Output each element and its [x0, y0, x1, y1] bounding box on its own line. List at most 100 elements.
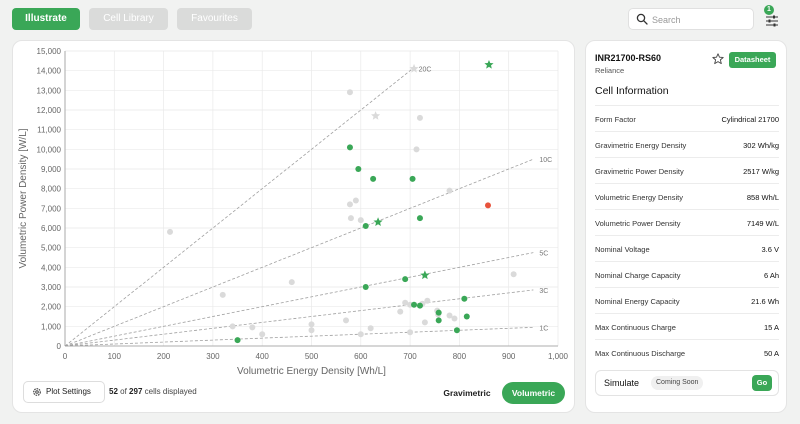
- data-point: [421, 319, 428, 326]
- x-tick-label: 800: [453, 352, 467, 361]
- gear-icon: [33, 388, 41, 396]
- data-point: [229, 323, 236, 330]
- top-bar: Illustrate Cell Library Favourites 1: [0, 0, 800, 38]
- tab-cell-library[interactable]: Cell Library: [89, 8, 168, 30]
- info-row: Gravimetric Energy Density 302 Wh/kg: [595, 131, 779, 157]
- data-point: [463, 313, 470, 320]
- data-point: [362, 223, 369, 230]
- c-rate-line: [64, 68, 413, 347]
- data-point: [346, 201, 353, 208]
- displayed-suffix: cells displayed: [144, 387, 197, 396]
- data-point: [249, 324, 256, 331]
- search-box[interactable]: [628, 8, 754, 30]
- data-point: [219, 291, 226, 298]
- info-row: Form Factor Cylindrical 21700: [595, 105, 779, 131]
- toggle-volumetric[interactable]: Volumetric: [502, 382, 565, 404]
- chart-panel: 0 100 200 300 400 500 600 700 800 900 1,000 0 1,000 2…: [12, 40, 575, 413]
- y-tick-label: 13,000: [37, 86, 62, 95]
- sliders-icon: [766, 15, 778, 27]
- data-point: [362, 284, 369, 290]
- data-point: [355, 166, 362, 172]
- x-tick-label: 1,000: [548, 352, 569, 361]
- c-rate-line: [64, 326, 534, 347]
- y-axis-label: Volumetric Power Density [W/L]: [18, 128, 29, 268]
- data-point: [402, 299, 409, 306]
- cell-info-panel: INR21700-RS60 Reliance Datasheet Cell In…: [585, 40, 787, 413]
- data-point: [259, 331, 266, 338]
- info-row-label: Form Factor: [595, 115, 636, 124]
- info-row-value: 21.6 Wh: [751, 297, 779, 306]
- c-rate-line: [64, 289, 534, 347]
- tab-illustrate[interactable]: Illustrate: [12, 8, 80, 30]
- data-point-star: [371, 111, 381, 120]
- info-row: Volumetric Power Density 7149 W/L: [595, 209, 779, 235]
- x-tick-label: 300: [206, 352, 220, 361]
- data-point: [435, 317, 442, 324]
- data-point: [343, 317, 350, 324]
- y-tick-label: 3,000: [41, 283, 62, 292]
- data-point: [446, 312, 453, 319]
- coming-soon-badge: Coming Soon: [651, 376, 704, 390]
- c-rate-label: 5C: [539, 251, 548, 258]
- data-point: [446, 187, 453, 194]
- scatter-chart[interactable]: 0 100 200 300 400 500 600 700 800 900 1,000 0 1,000 2…: [13, 41, 576, 381]
- data-point: [510, 271, 517, 278]
- cell-information-title: Cell Information: [595, 85, 669, 97]
- info-row-value: 3.6 V: [761, 245, 779, 254]
- data-point: [409, 175, 416, 182]
- info-row-value: 7149 W/L: [746, 219, 779, 228]
- y-tick-label: 11,000: [37, 126, 61, 135]
- y-tick-label: 5,000: [41, 244, 62, 253]
- info-row: Nominal Charge Capacity 6 Ah: [595, 261, 779, 287]
- c-rate-label: 10C: [539, 157, 552, 164]
- toggle-gravimetric[interactable]: Gravimetric: [435, 382, 499, 404]
- y-tick-label: 2,000: [41, 303, 62, 312]
- x-axis-label: Volumetric Energy Density [Wh/L]: [237, 366, 386, 377]
- tab-favourites[interactable]: Favourites: [177, 8, 252, 30]
- filter-button[interactable]: 1: [758, 5, 786, 30]
- y-tick-label: 4,000: [41, 263, 62, 272]
- info-row: Nominal Voltage 3.6 V: [595, 235, 779, 261]
- data-point: [453, 327, 460, 334]
- data-point: [435, 309, 442, 316]
- data-point: [357, 217, 364, 224]
- data-point: [397, 308, 404, 315]
- data-point-star: [420, 270, 430, 280]
- info-row: Max Continuous Charge 15 A: [595, 313, 779, 339]
- simulate-card: Simulate Coming Soon Go: [595, 370, 779, 396]
- datasheet-button[interactable]: Datasheet: [729, 52, 776, 68]
- y-tick-label: 0: [57, 342, 62, 351]
- info-row-value: 15 A: [763, 323, 779, 332]
- info-row-label: Max Continuous Charge: [595, 323, 676, 332]
- data-point: [308, 327, 315, 334]
- info-row: Gravimetric Power Density 2517 W/kg: [595, 157, 779, 183]
- y-tick-label: 6,000: [41, 224, 62, 233]
- plot-settings-button[interactable]: Plot Settings: [23, 381, 105, 403]
- selected-data-point: [484, 202, 491, 209]
- data-point: [346, 89, 353, 96]
- data-point: [370, 175, 377, 182]
- data-point: [352, 197, 359, 204]
- data-point: [308, 321, 315, 328]
- y-tick-label: 7,000: [41, 204, 62, 213]
- y-tick-label: 8,000: [41, 185, 62, 194]
- data-point-star: [409, 63, 419, 73]
- y-tick-label: 9,000: [41, 165, 62, 174]
- favourite-star-icon[interactable]: [712, 53, 724, 65]
- info-row-value: Cylindrical 21700: [721, 115, 779, 124]
- total-count: 297: [129, 387, 143, 396]
- go-button[interactable]: Go: [752, 375, 772, 391]
- data-point: [234, 337, 241, 344]
- cell-name: INR21700-RS60: [595, 53, 662, 63]
- info-row-label: Volumetric Energy Density: [595, 193, 683, 202]
- x-tick-label: 700: [403, 352, 417, 361]
- y-tick-label: 10,000: [37, 145, 62, 154]
- data-point: [407, 329, 414, 336]
- data-point: [416, 114, 423, 121]
- info-row-value: 6 Ah: [763, 271, 779, 280]
- search-input[interactable]: [652, 12, 748, 27]
- data-point: [288, 279, 295, 286]
- x-tick-label: 100: [108, 352, 122, 361]
- c-rate-label: 1C: [539, 325, 548, 332]
- cells-displayed-count: 52 of 297 cells displayed: [109, 387, 197, 396]
